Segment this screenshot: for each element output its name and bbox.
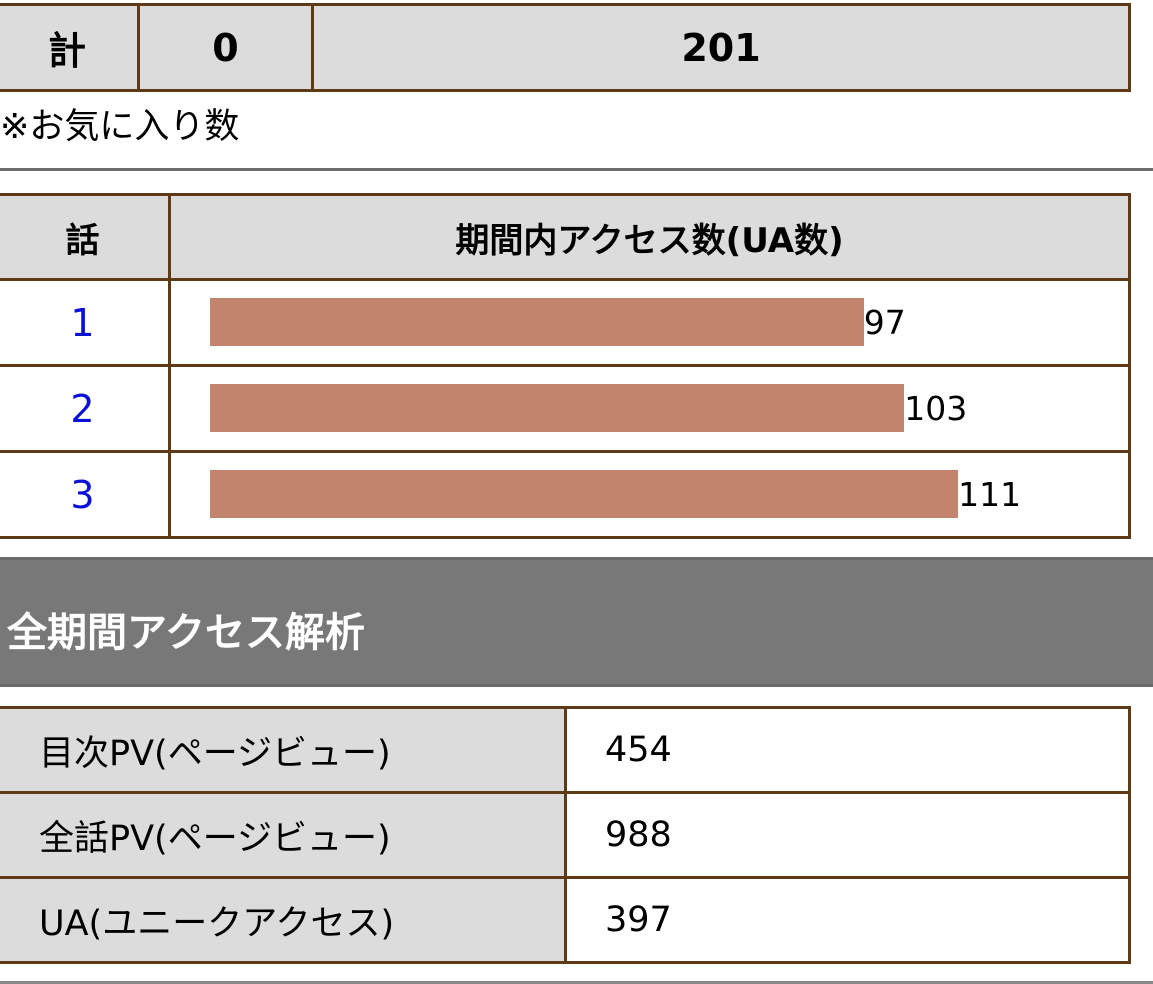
table-row: 1 97 [0,278,1131,367]
row-value: 397 [564,876,1131,964]
row-value: 454 [564,706,1131,794]
access-cell: 103 [168,364,1131,453]
access-bar [210,470,959,518]
divider [0,168,1153,171]
table-row: 3 111 [0,450,1131,539]
header-access: 期間内アクセス数(UA数) [168,193,1131,281]
row-label: 全話PV(ページビュー) [0,791,567,879]
access-bar [210,298,864,346]
access-cell: 97 [168,278,1131,367]
episode-link[interactable]: 3 [70,472,95,517]
table-row: 2 103 [0,364,1131,453]
episode-link[interactable]: 1 [70,300,95,345]
table-row: 目次PV(ページビュー) 454 [0,706,1131,794]
period-access-table: 話 期間内アクセス数(UA数) 1 97 2 103 3 111 [0,193,1131,539]
access-bar [210,384,905,432]
divider [0,981,1153,984]
favorites-table: 計 0 201 [0,3,1131,92]
episode-link[interactable]: 2 [70,386,95,431]
episode-cell: 2 [0,364,171,453]
section-title: 全期間アクセス解析 [7,610,365,656]
episode-cell: 3 [0,450,171,539]
table-row: 全話PV(ページビュー) 988 [0,791,1131,879]
episode-cell: 1 [0,278,171,367]
row-value: 988 [564,791,1131,879]
total-label: 計 [0,3,140,92]
access-cell: 111 [168,450,1131,539]
header-episode: 話 [0,193,171,281]
total-row: 計 0 201 [0,3,1131,92]
access-value: 103 [904,389,968,428]
favorites-note: ※お気に入り数 [0,107,240,147]
all-period-section-header: 全期間アクセス解析 [0,557,1153,687]
total-col2: 0 [137,3,314,92]
access-value: 111 [958,475,1022,514]
total-col3: 201 [311,3,1131,92]
table-row: UA(ユニークアクセス) 397 [0,876,1131,964]
access-value: 97 [863,303,906,342]
row-label: 目次PV(ページビュー) [0,706,567,794]
all-period-table: 目次PV(ページビュー) 454 全話PV(ページビュー) 988 UA(ユニー… [0,706,1131,964]
row-label: UA(ユニークアクセス) [0,876,567,964]
